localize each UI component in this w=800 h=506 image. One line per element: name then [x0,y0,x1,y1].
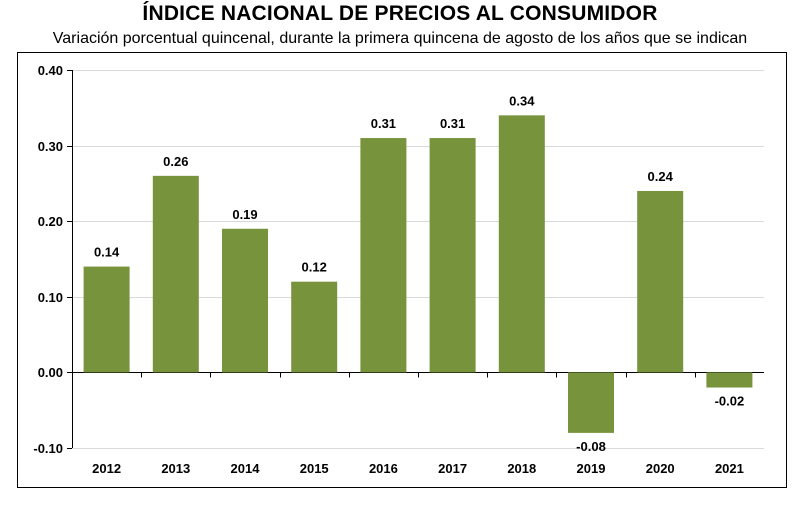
bar-2017 [429,138,476,373]
data-label: 0.14 [94,245,120,260]
axes [67,70,764,449]
data-label: -0.02 [715,394,745,409]
y-tick-label: 0.30 [38,139,63,154]
chart-subtitle: Variación porcentual quincenal, durante … [52,30,748,47]
data-label: 0.31 [371,116,396,131]
bar-2020 [637,190,684,373]
y-tick-label: 0.20 [38,214,63,229]
data-label: 0.34 [509,93,535,108]
bars [83,115,753,433]
data-label: -0.08 [576,439,606,454]
y-tick-label: -0.10 [33,441,63,456]
y-tick-label: 0.00 [38,365,63,380]
bar-2014 [222,228,268,373]
chart-frame [17,52,787,488]
data-label: 0.31 [440,116,465,131]
x-category-label: 2021 [715,461,744,476]
bar-2015 [291,281,338,373]
bar-2021 [706,372,753,388]
x-category-label: 2017 [438,461,467,476]
x-category-label: 2014 [231,461,261,476]
x-category-label: 2016 [369,461,398,476]
data-label: 0.19 [232,207,257,222]
bar-2016 [360,138,407,373]
data-label: 0.26 [163,154,188,169]
chart-title: ÍNDICE NACIONAL DE PRECIOS AL CONSUMIDOR [142,2,658,25]
y-tick-label: 0.10 [38,290,63,305]
bar-2018 [498,115,545,373]
bar-2019 [568,372,614,433]
labels: -0.10 0.00 0.10 0.20 0.30 0.40 2012 0.14 2013 0.2… [33,63,744,476]
bar-2013 [152,175,199,373]
bar-2012 [83,266,130,373]
data-label: 0.12 [302,260,327,275]
x-category-label: 2015 [300,461,329,476]
x-category-label: 2019 [577,461,606,476]
x-category-label: 2018 [507,461,536,476]
x-category-label: 2013 [161,461,190,476]
x-category-label: 2020 [646,461,675,476]
x-category-label: 2012 [92,461,121,476]
data-label: 0.24 [648,169,674,184]
y-tick-label: 0.40 [38,63,63,78]
